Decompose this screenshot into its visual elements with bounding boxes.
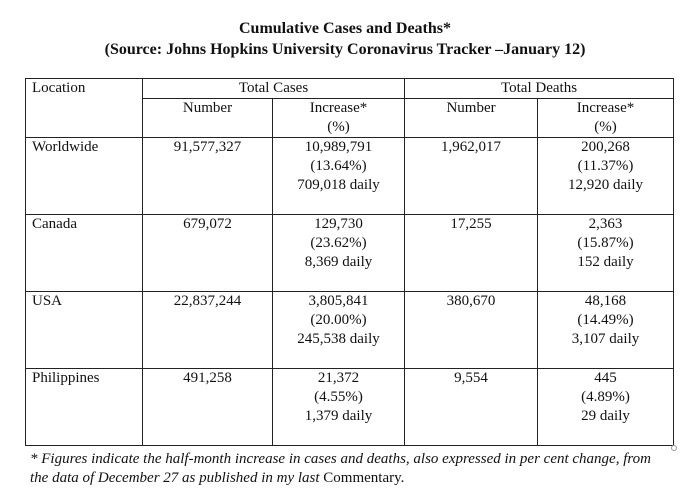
increase-percent: (4.89%)	[581, 389, 630, 405]
increase-value: 48,168	[584, 293, 627, 309]
increase-percent: (11.37%)	[577, 158, 634, 174]
resize-handle-icon[interactable]	[671, 445, 677, 451]
table-row-usa: USA 22,837,244 3,805,841 (20.00%) 245,53…	[25, 291, 675, 369]
cases-increase-cell: 129,730 (23.62%) 8,369 daily	[271, 214, 406, 292]
cases-number-cell: 679,072	[142, 214, 273, 292]
cases-increase-cell: 21,372 (4.55%) 1,379 daily	[271, 368, 406, 446]
footnote-commentary-text: Commentary.	[323, 470, 405, 486]
deaths-increase-cell: 48,168 (14.49%) 3,107 daily	[537, 291, 675, 369]
daily-value: 709,018 daily	[297, 177, 380, 193]
footnote: * Figures indicate the half-month increa…	[30, 450, 670, 488]
total-deaths-header: Total Deaths	[404, 78, 675, 99]
deaths-number-header: Number	[404, 98, 539, 138]
cases-number-cell: 491,258	[142, 368, 273, 446]
table-row-canada: Canada 679,072 129,730 (23.62%) 8,369 da…	[25, 214, 675, 292]
increase-percent: (20.00%)	[310, 312, 367, 328]
daily-value: 29 daily	[581, 408, 630, 424]
increase-value: 445	[594, 370, 617, 386]
daily-value: 8,369 daily	[304, 254, 373, 270]
cases-increase-cell: 3,805,841 (20.00%) 245,538 daily	[271, 291, 406, 369]
deaths-increase-cell: 200,268 (11.37%) 12,920 daily	[537, 137, 675, 215]
increase-value: 21,372	[317, 370, 360, 386]
table-row-philippines: Philippines 491,258 21,372 (4.55%) 1,379…	[25, 368, 675, 446]
daily-value: 12,920 daily	[568, 177, 644, 193]
title-line-2: (Source: Johns Hopkins University Corona…	[104, 41, 586, 58]
location-cell: USA	[25, 291, 143, 369]
daily-value: 1,379 daily	[304, 408, 373, 424]
percent-label: (%)	[594, 119, 617, 135]
daily-value: 152 daily	[577, 254, 634, 270]
deaths-number-cell: 17,255	[404, 214, 539, 292]
increase-percent: (14.49%)	[577, 312, 634, 328]
footnote-italic-text: * Figures indicate the half-month increa…	[30, 451, 651, 486]
document-title: Cumulative Cases and Deaths* (Source: Jo…	[0, 18, 690, 60]
cases-increase-cell: 10,989,791 (13.64%) 709,018 daily	[271, 137, 406, 215]
increase-percent: (4.55%)	[314, 389, 363, 405]
deaths-number-cell: 1,962,017	[404, 137, 539, 215]
header-row-2: Number Increase* (%) Number Increase* (%…	[26, 98, 675, 138]
deaths-increase-cell: 445 (4.89%) 29 daily	[537, 368, 675, 446]
cases-number-header: Number	[142, 98, 273, 138]
deaths-number-cell: 9,554	[404, 368, 539, 446]
daily-value: 3,107 daily	[571, 331, 640, 347]
percent-label: (%)	[327, 119, 350, 135]
table-row-worldwide: Worldwide 91,577,327 10,989,791 (13.64%)…	[25, 137, 675, 215]
increase-percent: (13.64%)	[310, 158, 367, 174]
increase-label: Increase*	[576, 100, 635, 116]
cases-deaths-table: Location Total Cases Total Deaths Number…	[25, 78, 675, 446]
increase-value: 10,989,791	[304, 139, 373, 155]
increase-value: 129,730	[314, 216, 363, 232]
cases-increase-header: Increase* (%)	[271, 98, 406, 138]
increase-value: 200,268	[581, 139, 630, 155]
increase-percent: (15.87%)	[577, 235, 634, 251]
increase-value: 2,363	[588, 216, 623, 232]
header-row-1: Location Total Cases Total Deaths	[25, 78, 675, 138]
deaths-number-cell: 380,670	[404, 291, 539, 369]
deaths-increase-cell: 2,363 (15.87%) 152 daily	[537, 214, 675, 292]
cases-number-cell: 22,837,244	[142, 291, 273, 369]
total-cases-header: Total Cases	[141, 78, 406, 99]
location-cell: Philippines	[25, 368, 143, 446]
increase-value: 3,805,841	[308, 293, 369, 309]
cases-number-cell: 91,577,327	[142, 137, 273, 215]
location-cell: Worldwide	[25, 137, 143, 215]
increase-percent: (23.62%)	[310, 235, 367, 251]
deaths-increase-header: Increase* (%)	[537, 98, 675, 138]
title-line-1: Cumulative Cases and Deaths*	[238, 20, 451, 37]
location-cell: Canada	[25, 214, 143, 292]
location-header: Location	[25, 78, 143, 138]
daily-value: 245,538 daily	[297, 331, 380, 347]
increase-label: Increase*	[309, 100, 368, 116]
